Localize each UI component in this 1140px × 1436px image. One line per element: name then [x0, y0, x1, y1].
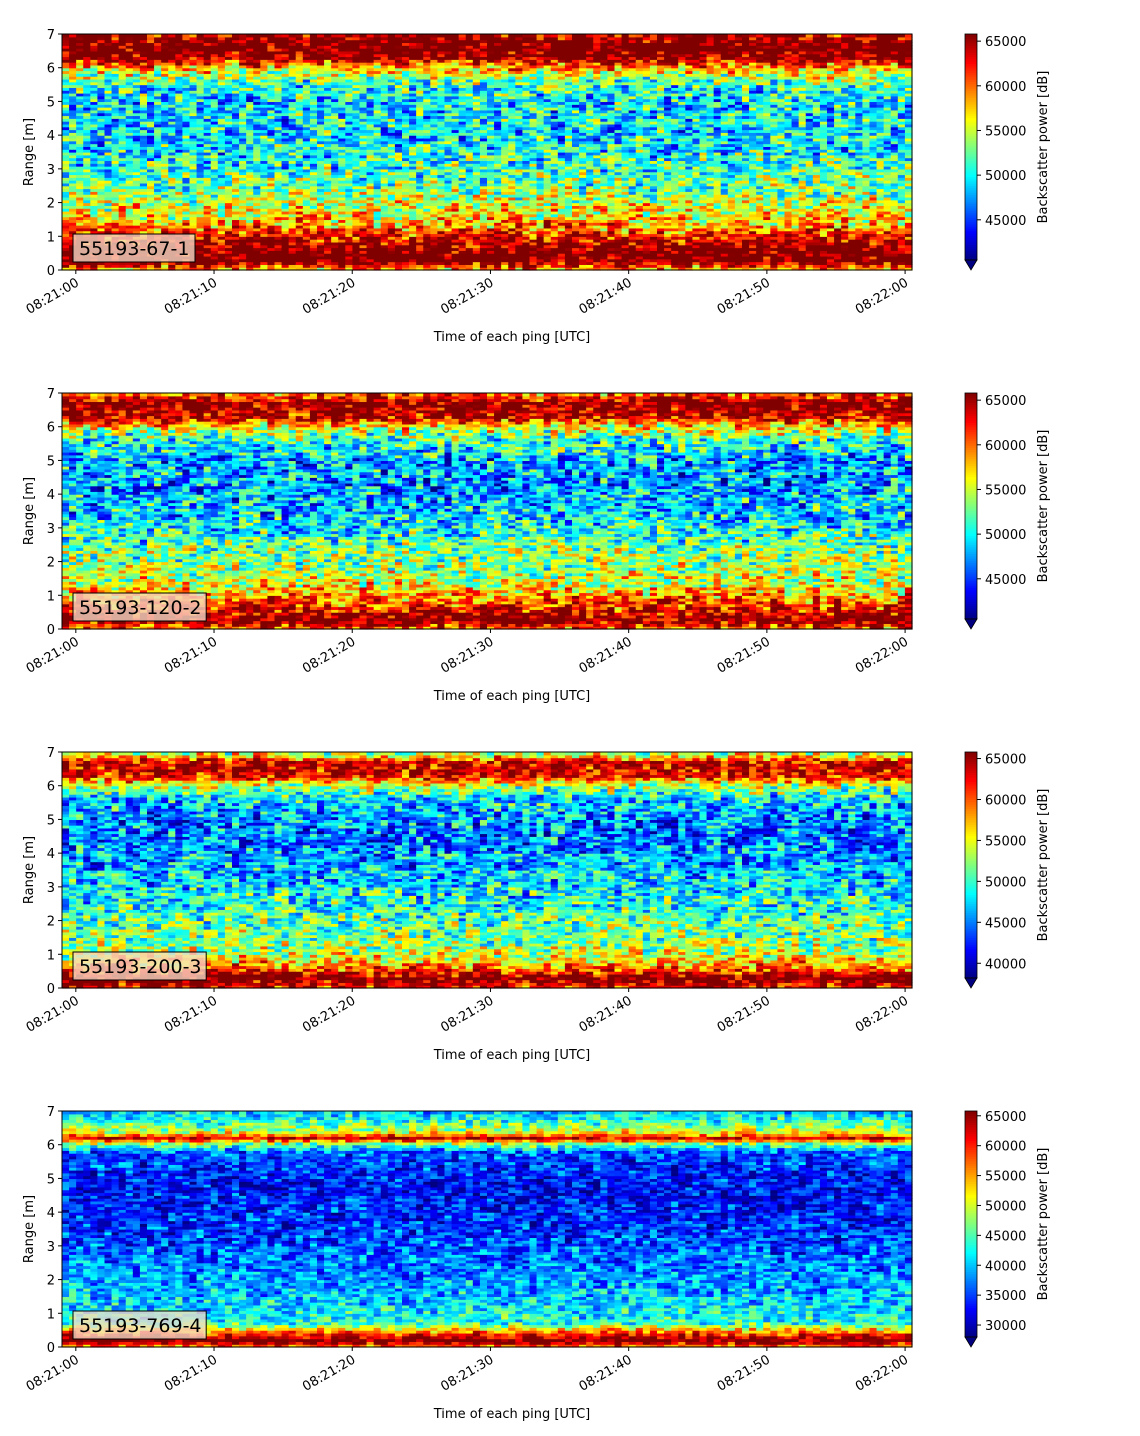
- heatmap-cell: [182, 34, 190, 37]
- heatmap-cell: [232, 34, 240, 37]
- heatmap-cell: [225, 34, 233, 37]
- heatmap-cell: [260, 34, 268, 37]
- heatmap-cell: [204, 34, 212, 37]
- heatmap-cell: [83, 34, 91, 37]
- heatmap-cell: [239, 34, 247, 37]
- heatmap-cell: [253, 34, 261, 37]
- heatmap-cell: [161, 34, 169, 37]
- heatmap-cell: [218, 34, 226, 37]
- heatmap-cell: [317, 34, 325, 37]
- heatmap-cell: [133, 34, 141, 37]
- heatmap-cell: [126, 34, 134, 37]
- heatmap-cell: [275, 34, 283, 37]
- heatmap-cell: [190, 34, 198, 37]
- heatmap-cell: [154, 34, 162, 37]
- heatmap-cell: [303, 34, 311, 37]
- heatmap-cell: [69, 34, 77, 37]
- heatmap-cell: [147, 34, 155, 37]
- heatmap-cell: [90, 34, 98, 37]
- heatmap-cell: [310, 34, 318, 37]
- heatmap-cell: [119, 34, 127, 37]
- heatmap-cell: [197, 34, 205, 37]
- heatmap-cell: [289, 34, 297, 37]
- heatmap-cell: [296, 34, 304, 37]
- heatmap-cell: [246, 34, 254, 37]
- heatmap-cell: [282, 34, 290, 37]
- heatmap-cell: [112, 34, 120, 37]
- heatmap-cell: [168, 34, 176, 37]
- heatmap-cell: [324, 34, 332, 37]
- heatmap-cell: [267, 34, 275, 37]
- heatmap-cell: [62, 34, 70, 37]
- heatmap-cell: [105, 34, 113, 37]
- heatmap-cell: [211, 34, 219, 37]
- heatmap-cell: [140, 34, 148, 37]
- heatmap-cell: [97, 34, 105, 37]
- heatmap-cell: [76, 34, 84, 37]
- heatmap-cell: [175, 34, 183, 37]
